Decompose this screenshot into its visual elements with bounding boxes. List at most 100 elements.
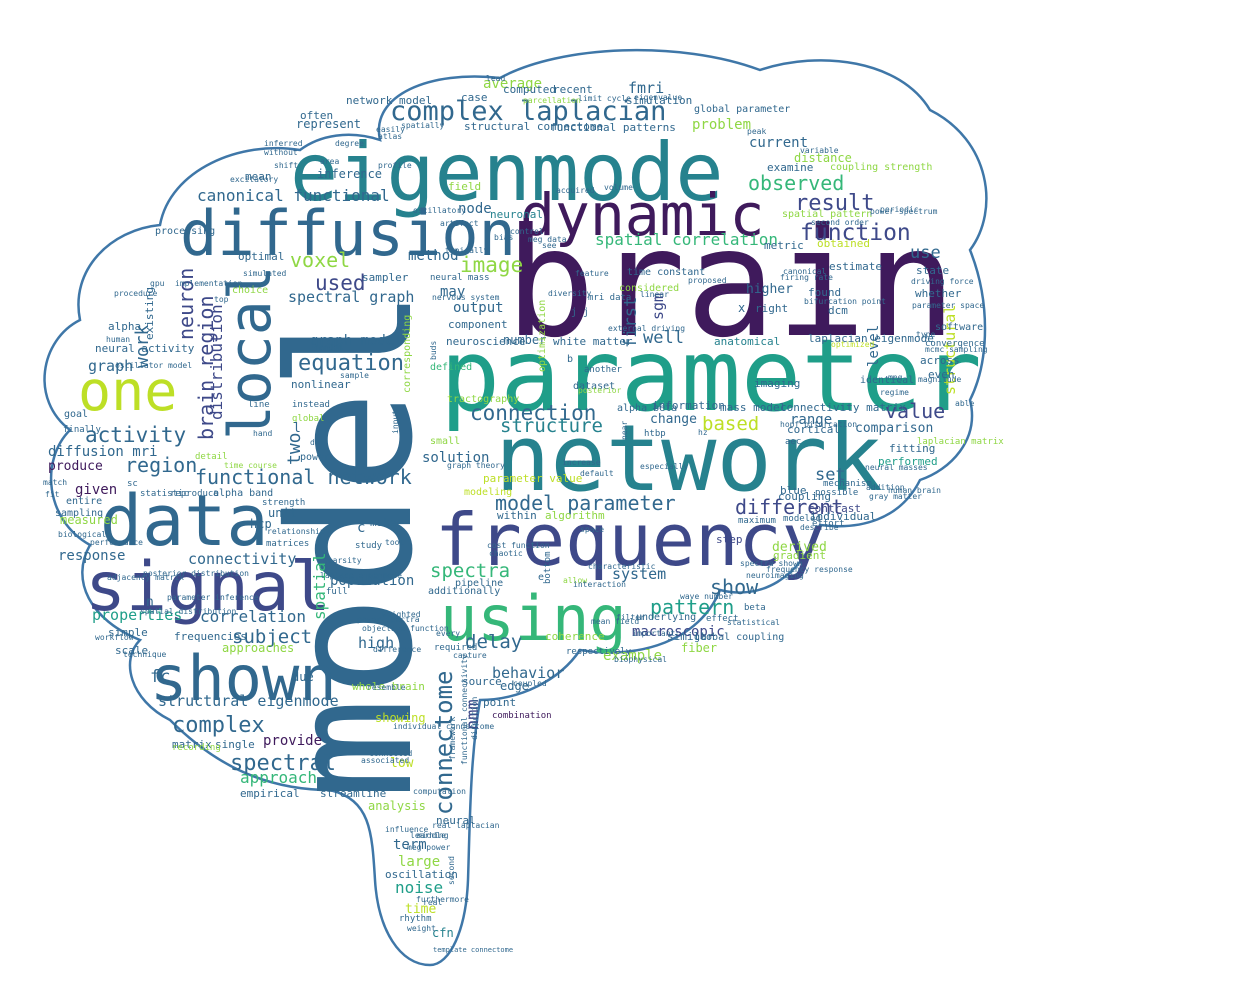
word-interaction: interaction bbox=[573, 580, 626, 589]
word-large: large bbox=[398, 854, 440, 870]
word-atlas: atlas bbox=[378, 132, 402, 141]
word-defined: defined bbox=[430, 362, 472, 373]
word-shown: shown bbox=[150, 642, 337, 715]
word-nmm: nmm bbox=[463, 699, 483, 730]
word-another: another bbox=[584, 365, 623, 375]
word-neural-mass: neural mass bbox=[430, 273, 490, 283]
word-spectral: spectral bbox=[230, 751, 336, 776]
word-able: able bbox=[955, 399, 974, 408]
word-study: study bbox=[355, 541, 383, 551]
word-functional-connectivity: functional connectivity bbox=[460, 654, 469, 765]
word-wave-number: wave number bbox=[680, 592, 733, 601]
word-connected: connected bbox=[369, 749, 413, 758]
word-edge: edge bbox=[500, 679, 529, 693]
word-alpha-band: alpha band bbox=[213, 488, 273, 499]
word-frequency: frequency bbox=[435, 498, 825, 582]
word-mean: mean bbox=[245, 170, 272, 183]
word-graph-theory: graph theory bbox=[447, 461, 505, 470]
word-typically: typically bbox=[445, 246, 489, 255]
word-connectome: connectome bbox=[430, 671, 458, 816]
word-problem: problem bbox=[692, 117, 751, 133]
word-alpha: alpha bbox=[108, 320, 141, 333]
word-biophysical: biophysical bbox=[614, 655, 667, 664]
word-signal: signal bbox=[85, 548, 331, 627]
word-x: x bbox=[738, 301, 745, 315]
word-processing: processing bbox=[155, 226, 215, 237]
word-random: random bbox=[314, 343, 343, 352]
word-inferred: inferred bbox=[264, 139, 303, 148]
word-cortical: cortical bbox=[787, 423, 840, 436]
word-make: make bbox=[370, 516, 397, 529]
word-reproduce: reproduce bbox=[170, 489, 219, 499]
word-model-parameter: model parameter bbox=[495, 491, 676, 515]
word-approach: approach bbox=[240, 768, 317, 787]
word-source: source bbox=[462, 675, 502, 688]
word-tractography: tractography bbox=[447, 394, 519, 405]
brain-silhouette-outline bbox=[43, 48, 988, 967]
word-associated: associated bbox=[361, 756, 409, 765]
word-power-spectrum: power spectrum bbox=[870, 207, 938, 216]
word-every: every bbox=[436, 629, 460, 638]
word-global-parameter: global parameter bbox=[694, 104, 790, 115]
word-see: see bbox=[542, 241, 557, 250]
word-obtained: obtained bbox=[817, 237, 870, 250]
word-parcellation: parcellation bbox=[523, 96, 581, 105]
word-dataset: dataset bbox=[573, 381, 615, 392]
word-image: image bbox=[460, 253, 523, 277]
word-statistic: statistic bbox=[140, 489, 189, 499]
word-correlation: correlation bbox=[200, 607, 306, 626]
word-subject: subject bbox=[232, 626, 312, 648]
word-modeled: modeled bbox=[783, 514, 821, 524]
word-structural: structural bbox=[941, 305, 959, 395]
word-connectivity: connectivity bbox=[188, 550, 296, 568]
word-complex: complex bbox=[172, 713, 265, 738]
word-laplace-eigenmode: laplace eigenmode bbox=[320, 571, 402, 580]
word-software: software bbox=[935, 322, 983, 333]
word-sc: sc bbox=[127, 479, 138, 489]
word-sampler: sampler bbox=[362, 271, 409, 284]
word-limit-cycle: limit cycle bbox=[578, 94, 631, 103]
word-laplacian-matrix: laplacian matrix bbox=[917, 437, 1004, 447]
word-matrix: matrix bbox=[172, 738, 212, 751]
word-point: point bbox=[483, 696, 516, 709]
word-dwi: dwi bbox=[310, 438, 325, 447]
word-existing: existing bbox=[143, 287, 156, 340]
word-term: term bbox=[393, 837, 427, 853]
word-sampling: sampling bbox=[55, 508, 103, 519]
word-value: value bbox=[885, 399, 945, 423]
word-behavior: behavior bbox=[492, 664, 564, 682]
word-functional-patterns: functional patterns bbox=[550, 121, 676, 134]
word-second: second bbox=[447, 856, 456, 885]
word-anatomical: anatomical bbox=[714, 335, 780, 348]
word-dynamic: dynamic bbox=[520, 181, 764, 249]
word-learning: learning bbox=[410, 831, 449, 840]
word-performed: performed bbox=[878, 455, 938, 468]
word-result: result bbox=[795, 191, 874, 216]
word-sample: sample bbox=[340, 371, 369, 380]
word-examine: examine bbox=[767, 161, 813, 174]
word-line: line bbox=[248, 400, 270, 410]
word-network: network bbox=[495, 405, 883, 512]
word-fitting: fitting bbox=[889, 442, 935, 455]
word-human-brain: human brain bbox=[888, 486, 941, 495]
word-artifact: artifact bbox=[440, 219, 479, 228]
word-area: area bbox=[320, 157, 339, 166]
word-meg-power: meg power bbox=[407, 843, 451, 852]
word-peak: peak bbox=[747, 127, 766, 136]
word-variable: variable bbox=[800, 146, 839, 155]
word-noise: noise bbox=[395, 878, 443, 897]
word-c: c bbox=[357, 520, 365, 536]
word-individual: individual bbox=[810, 510, 876, 523]
word-control: control bbox=[510, 227, 544, 236]
word-field: field bbox=[448, 180, 481, 193]
word-meg-data: meg data bbox=[528, 235, 567, 244]
word-set: set bbox=[815, 465, 846, 485]
word-two: two bbox=[284, 432, 305, 465]
word-addition: addition bbox=[866, 483, 905, 492]
word-diffusion-mri: diffusion mri bbox=[48, 444, 158, 460]
word-bottom: bottom bbox=[543, 551, 553, 584]
word-top: top bbox=[214, 295, 229, 304]
word-weighted: weighted bbox=[382, 610, 421, 619]
word-method: method bbox=[408, 248, 459, 264]
